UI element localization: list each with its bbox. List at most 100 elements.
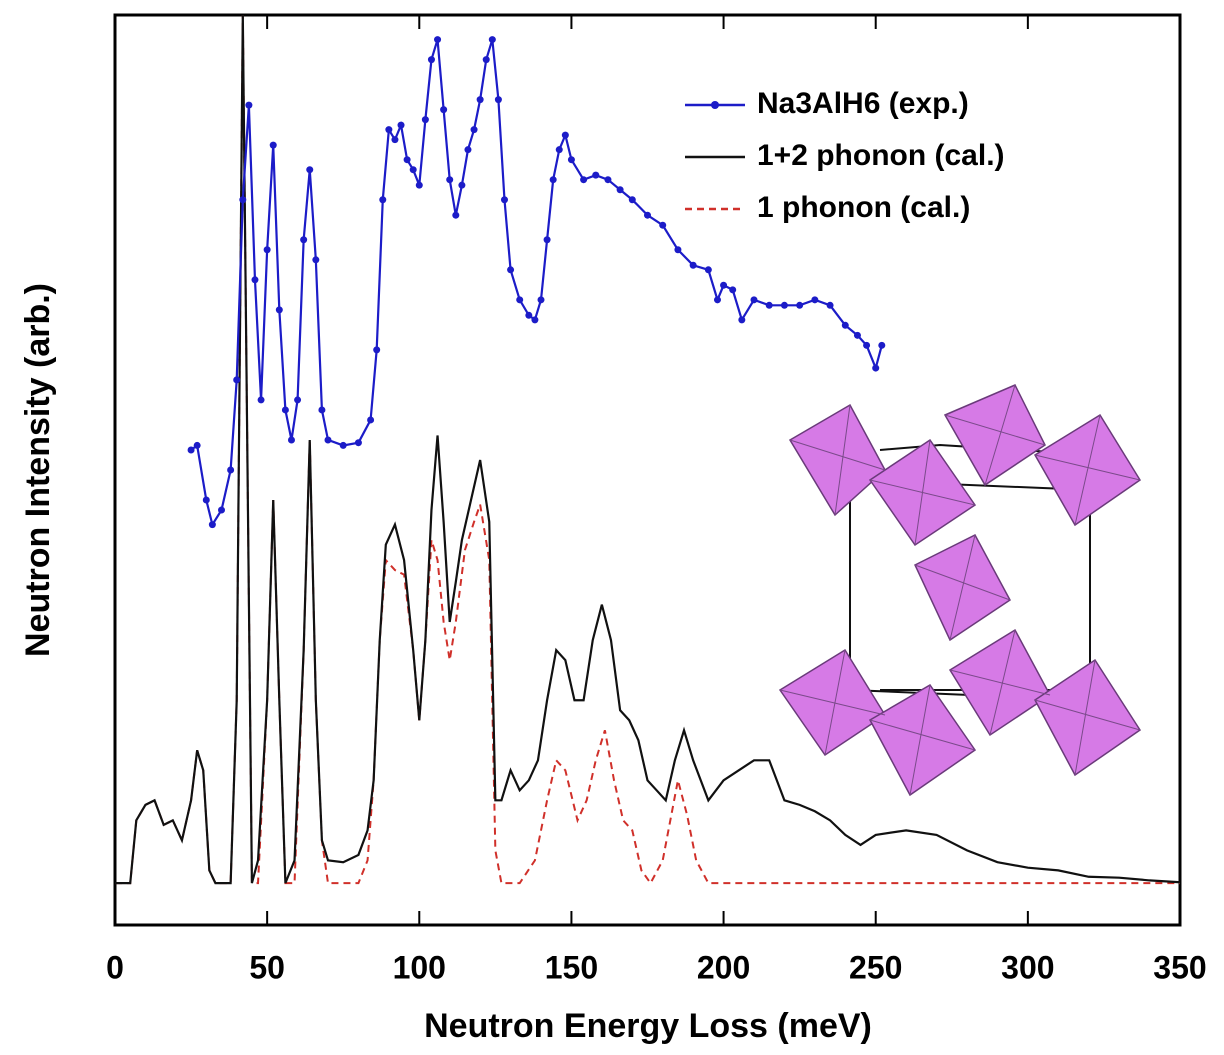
data-point [729, 286, 736, 293]
plot-frame [115, 15, 1180, 925]
data-point [811, 296, 818, 303]
y-axis-label: Neutron Intensity (arb.) [19, 283, 57, 657]
data-point [379, 196, 386, 203]
data-point [604, 176, 611, 183]
data-point [440, 106, 447, 113]
x-tick-label: 150 [545, 949, 598, 985]
data-point [306, 166, 313, 173]
data-point [714, 296, 721, 303]
octahedron [945, 385, 1045, 485]
data-point [495, 96, 502, 103]
x-tick-label: 50 [249, 949, 285, 985]
octahedron [870, 685, 975, 795]
data-point [751, 296, 758, 303]
chart: Neutron Energy Loss (meV) Neutron Intens… [0, 0, 1224, 1055]
data-point [264, 246, 271, 253]
data-point [188, 446, 195, 453]
data-point [489, 36, 496, 43]
data-point [550, 176, 557, 183]
data-point [464, 146, 471, 153]
data-point [203, 497, 210, 504]
data-point [398, 122, 405, 129]
data-point [781, 302, 788, 309]
data-point [288, 436, 295, 443]
data-point [516, 296, 523, 303]
data-point [434, 36, 441, 43]
data-point [477, 96, 484, 103]
data-point [644, 212, 651, 219]
data-point [766, 302, 773, 309]
data-point [796, 302, 803, 309]
data-point [404, 156, 411, 163]
data-point [854, 332, 861, 339]
data-point [410, 166, 417, 173]
legend-marker [711, 101, 719, 109]
data-point [367, 416, 374, 423]
data-point [562, 132, 569, 139]
data-point [525, 312, 532, 319]
data-point [446, 176, 453, 183]
legend-label: Na3AlH6 (exp.) [757, 87, 969, 120]
data-point [270, 142, 277, 149]
data-point [312, 256, 319, 263]
x-tick-label: 100 [393, 949, 446, 985]
x-tick-label: 300 [1001, 949, 1054, 985]
data-point [544, 236, 551, 243]
data-point [325, 436, 332, 443]
data-point [501, 196, 508, 203]
data-point [276, 306, 283, 313]
data-point [318, 406, 325, 413]
data-point [355, 439, 362, 446]
data-point [294, 396, 301, 403]
data-point [617, 186, 624, 193]
crystal-structure-inset [780, 385, 1140, 795]
data-point [300, 236, 307, 243]
data-point [659, 222, 666, 229]
data-point [428, 56, 435, 63]
data-point [531, 316, 538, 323]
data-point [674, 246, 681, 253]
octahedron [1035, 660, 1140, 775]
data-point [251, 276, 258, 283]
data-point [373, 346, 380, 353]
data-point [483, 56, 490, 63]
legend-label: 1 phonon (cal.) [757, 191, 970, 224]
data-point [340, 442, 347, 449]
data-point [194, 442, 201, 449]
data-point [422, 116, 429, 123]
data-point [245, 102, 252, 109]
data-point [507, 266, 514, 273]
data-point [720, 282, 727, 289]
data-point [872, 365, 879, 372]
x-tick-label: 350 [1153, 949, 1206, 985]
data-point [218, 507, 225, 514]
x-tick-label: 0 [106, 949, 124, 985]
data-point [580, 176, 587, 183]
data-point [556, 146, 563, 153]
data-point [827, 302, 834, 309]
data-point [452, 212, 459, 219]
data-point [209, 521, 216, 528]
data-point [227, 467, 234, 474]
x-tick-label: 250 [849, 949, 902, 985]
x-axis-label: Neutron Energy Loss (meV) [424, 1007, 872, 1045]
legend-label: 1+2 phonon (cal.) [757, 139, 1005, 172]
data-point [458, 182, 465, 189]
data-point [385, 126, 392, 133]
x-tick-label: 200 [697, 949, 750, 985]
data-point [538, 296, 545, 303]
data-point [629, 196, 636, 203]
data-point [592, 172, 599, 179]
data-point [471, 126, 478, 133]
data-point [391, 136, 398, 143]
data-point [705, 266, 712, 273]
data-point [258, 396, 265, 403]
data-point [863, 342, 870, 349]
data-point [690, 262, 697, 269]
data-point [878, 342, 885, 349]
data-point [842, 322, 849, 329]
data-point [239, 196, 246, 203]
data-point [738, 316, 745, 323]
data-point [233, 376, 240, 383]
data-point [282, 406, 289, 413]
